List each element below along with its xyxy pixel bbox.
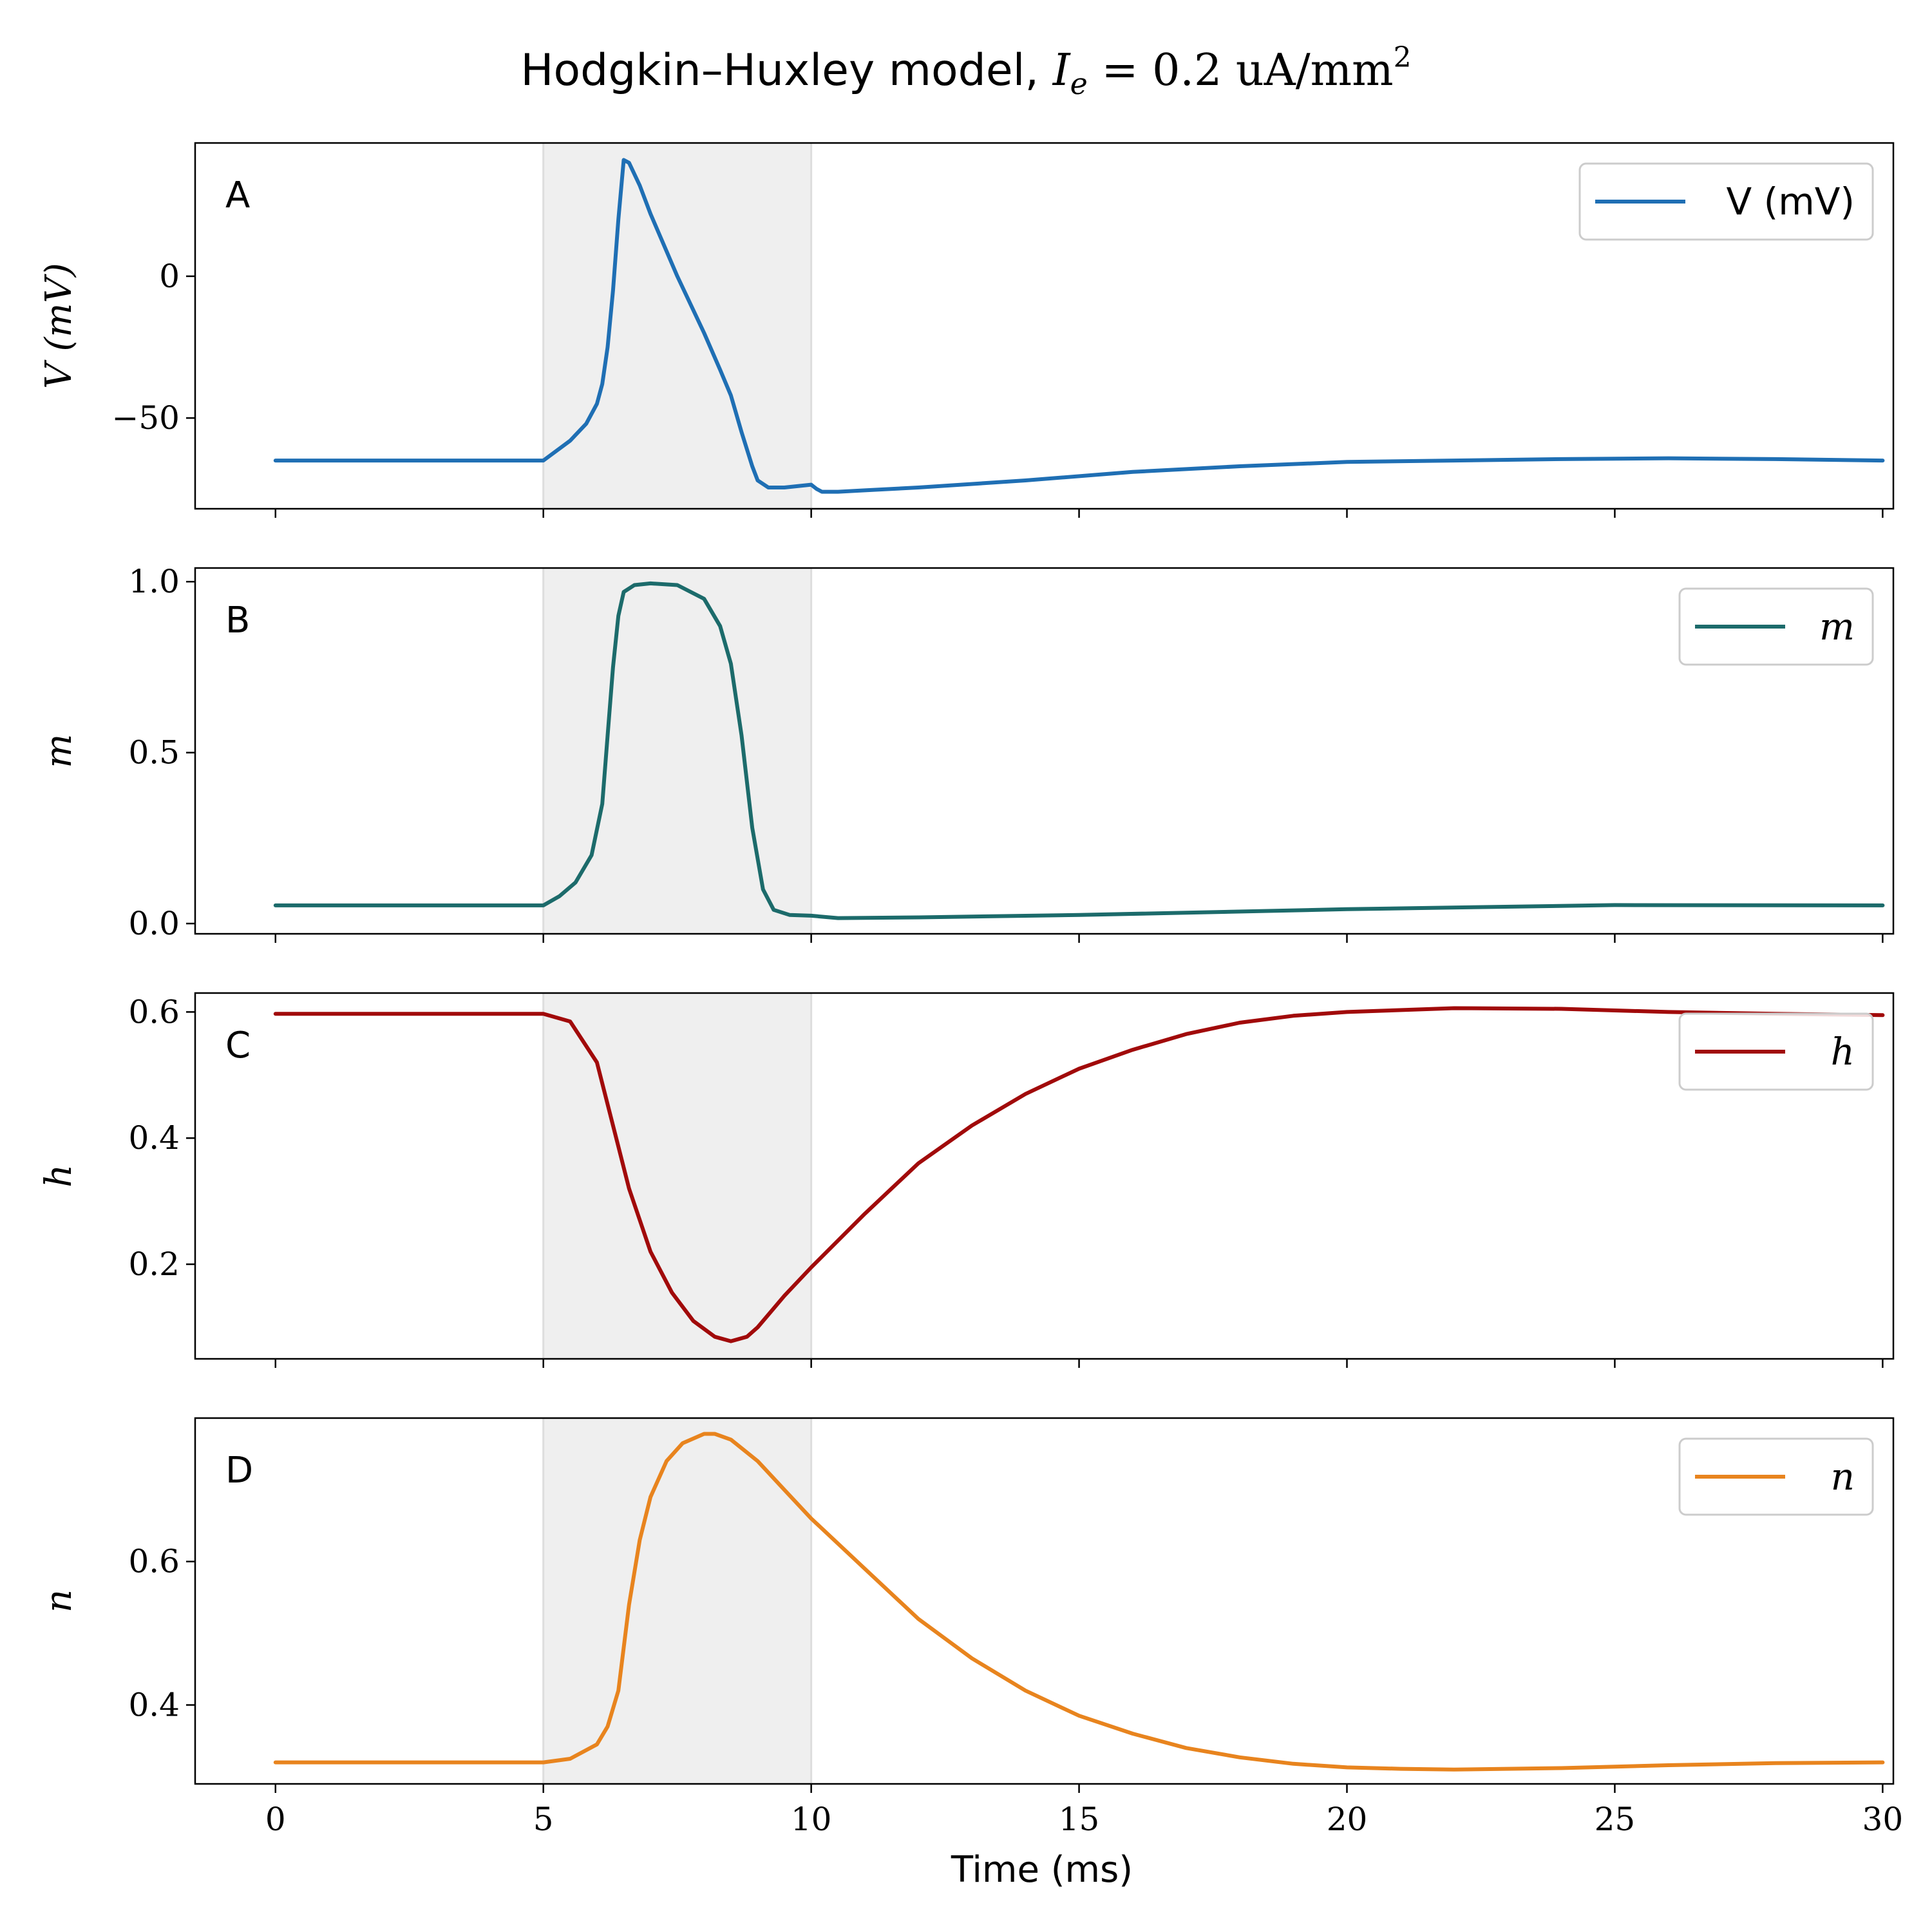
panel-letter: C — [225, 1025, 251, 1066]
legend: m — [1678, 587, 1874, 666]
legend-label: h — [1831, 1030, 1855, 1074]
y-axis-label: n — [38, 1589, 80, 1613]
legend: n — [1678, 1437, 1874, 1516]
y-tick-label: 0 — [159, 258, 180, 295]
x-tick-label: 25 — [1595, 1801, 1636, 1838]
stimulus-shade — [543, 993, 811, 1359]
panel-d: 0 5 10 15 20 25 30 0.4 0.6 n D n — [38, 1417, 1904, 1838]
series-line-m — [273, 581, 1885, 920]
title-math-var: I — [1052, 45, 1071, 96]
title-math-sup: 2 — [1394, 41, 1412, 74]
title-math-sub: e — [1070, 66, 1088, 101]
series-line-n — [273, 1432, 1885, 1772]
x-tick-label: 30 — [1862, 1801, 1904, 1838]
x-tick-label: 20 — [1327, 1801, 1368, 1838]
y-axis-label: h — [38, 1164, 80, 1188]
panel-b: 0.0 0.5 1.0 m B m — [38, 563, 1895, 943]
legend: h — [1678, 1012, 1874, 1091]
y-tick-label: 0.6 — [128, 1543, 180, 1580]
legend-label: n — [1831, 1455, 1855, 1499]
plot-frame — [194, 142, 1895, 510]
y-axis-label: V (mV) — [38, 263, 80, 388]
x-tick-label: 10 — [791, 1801, 832, 1838]
panel-c: 0.2 0.4 0.6 h C h — [38, 992, 1895, 1368]
y-tick-label: 1.0 — [128, 563, 180, 600]
title-math-rest: = 0.2 uA/mm — [1088, 45, 1394, 96]
panel-letter: D — [225, 1450, 253, 1492]
y-tick-label: 0.2 — [128, 1245, 180, 1283]
legend-label: V (mV) — [1726, 180, 1855, 223]
panels: 0 −50 V (mV) A V (mV) 0.0 0.5 1.0 m B m 0.2 0.4 0.6 h C… — [38, 142, 1904, 1838]
legend-box — [1578, 162, 1874, 241]
plot-frame — [194, 1417, 1895, 1785]
x-axis-label: Time (ms) — [951, 1849, 1133, 1891]
series-line-vmv — [273, 158, 1885, 494]
panel-letter: A — [225, 175, 250, 216]
figure-title: Hodgkin–Huxley model, Ie = 0.2 uA/mm2 — [520, 41, 1411, 101]
y-tick-label: 0.5 — [128, 734, 180, 772]
x-tick-label: 15 — [1059, 1801, 1100, 1838]
title-prefix: Hodgkin–Huxley model, — [520, 45, 1052, 96]
legend: V (mV) — [1578, 162, 1874, 241]
y-tick-label: 0.4 — [128, 1119, 180, 1157]
plot-frame — [194, 992, 1895, 1360]
y-tick-label: 0.0 — [128, 905, 180, 942]
y-tick-label: 0.4 — [128, 1686, 180, 1723]
y-tick-label: −50 — [111, 399, 180, 437]
series-line-h — [273, 1006, 1885, 1343]
y-tick-label: 0.6 — [128, 993, 180, 1030]
panel-a: 0 −50 V (mV) A V (mV) — [38, 142, 1895, 518]
stimulus-shade — [543, 568, 811, 934]
x-tick-label: 0 — [265, 1801, 286, 1838]
stimulus-shade — [543, 143, 811, 509]
panel-letter: B — [225, 600, 250, 641]
y-axis-label: m — [38, 734, 80, 768]
plot-frame — [194, 567, 1895, 935]
x-tick-label: 5 — [533, 1801, 554, 1838]
legend-label: m — [1819, 605, 1855, 649]
stimulus-shade — [543, 1418, 811, 1784]
